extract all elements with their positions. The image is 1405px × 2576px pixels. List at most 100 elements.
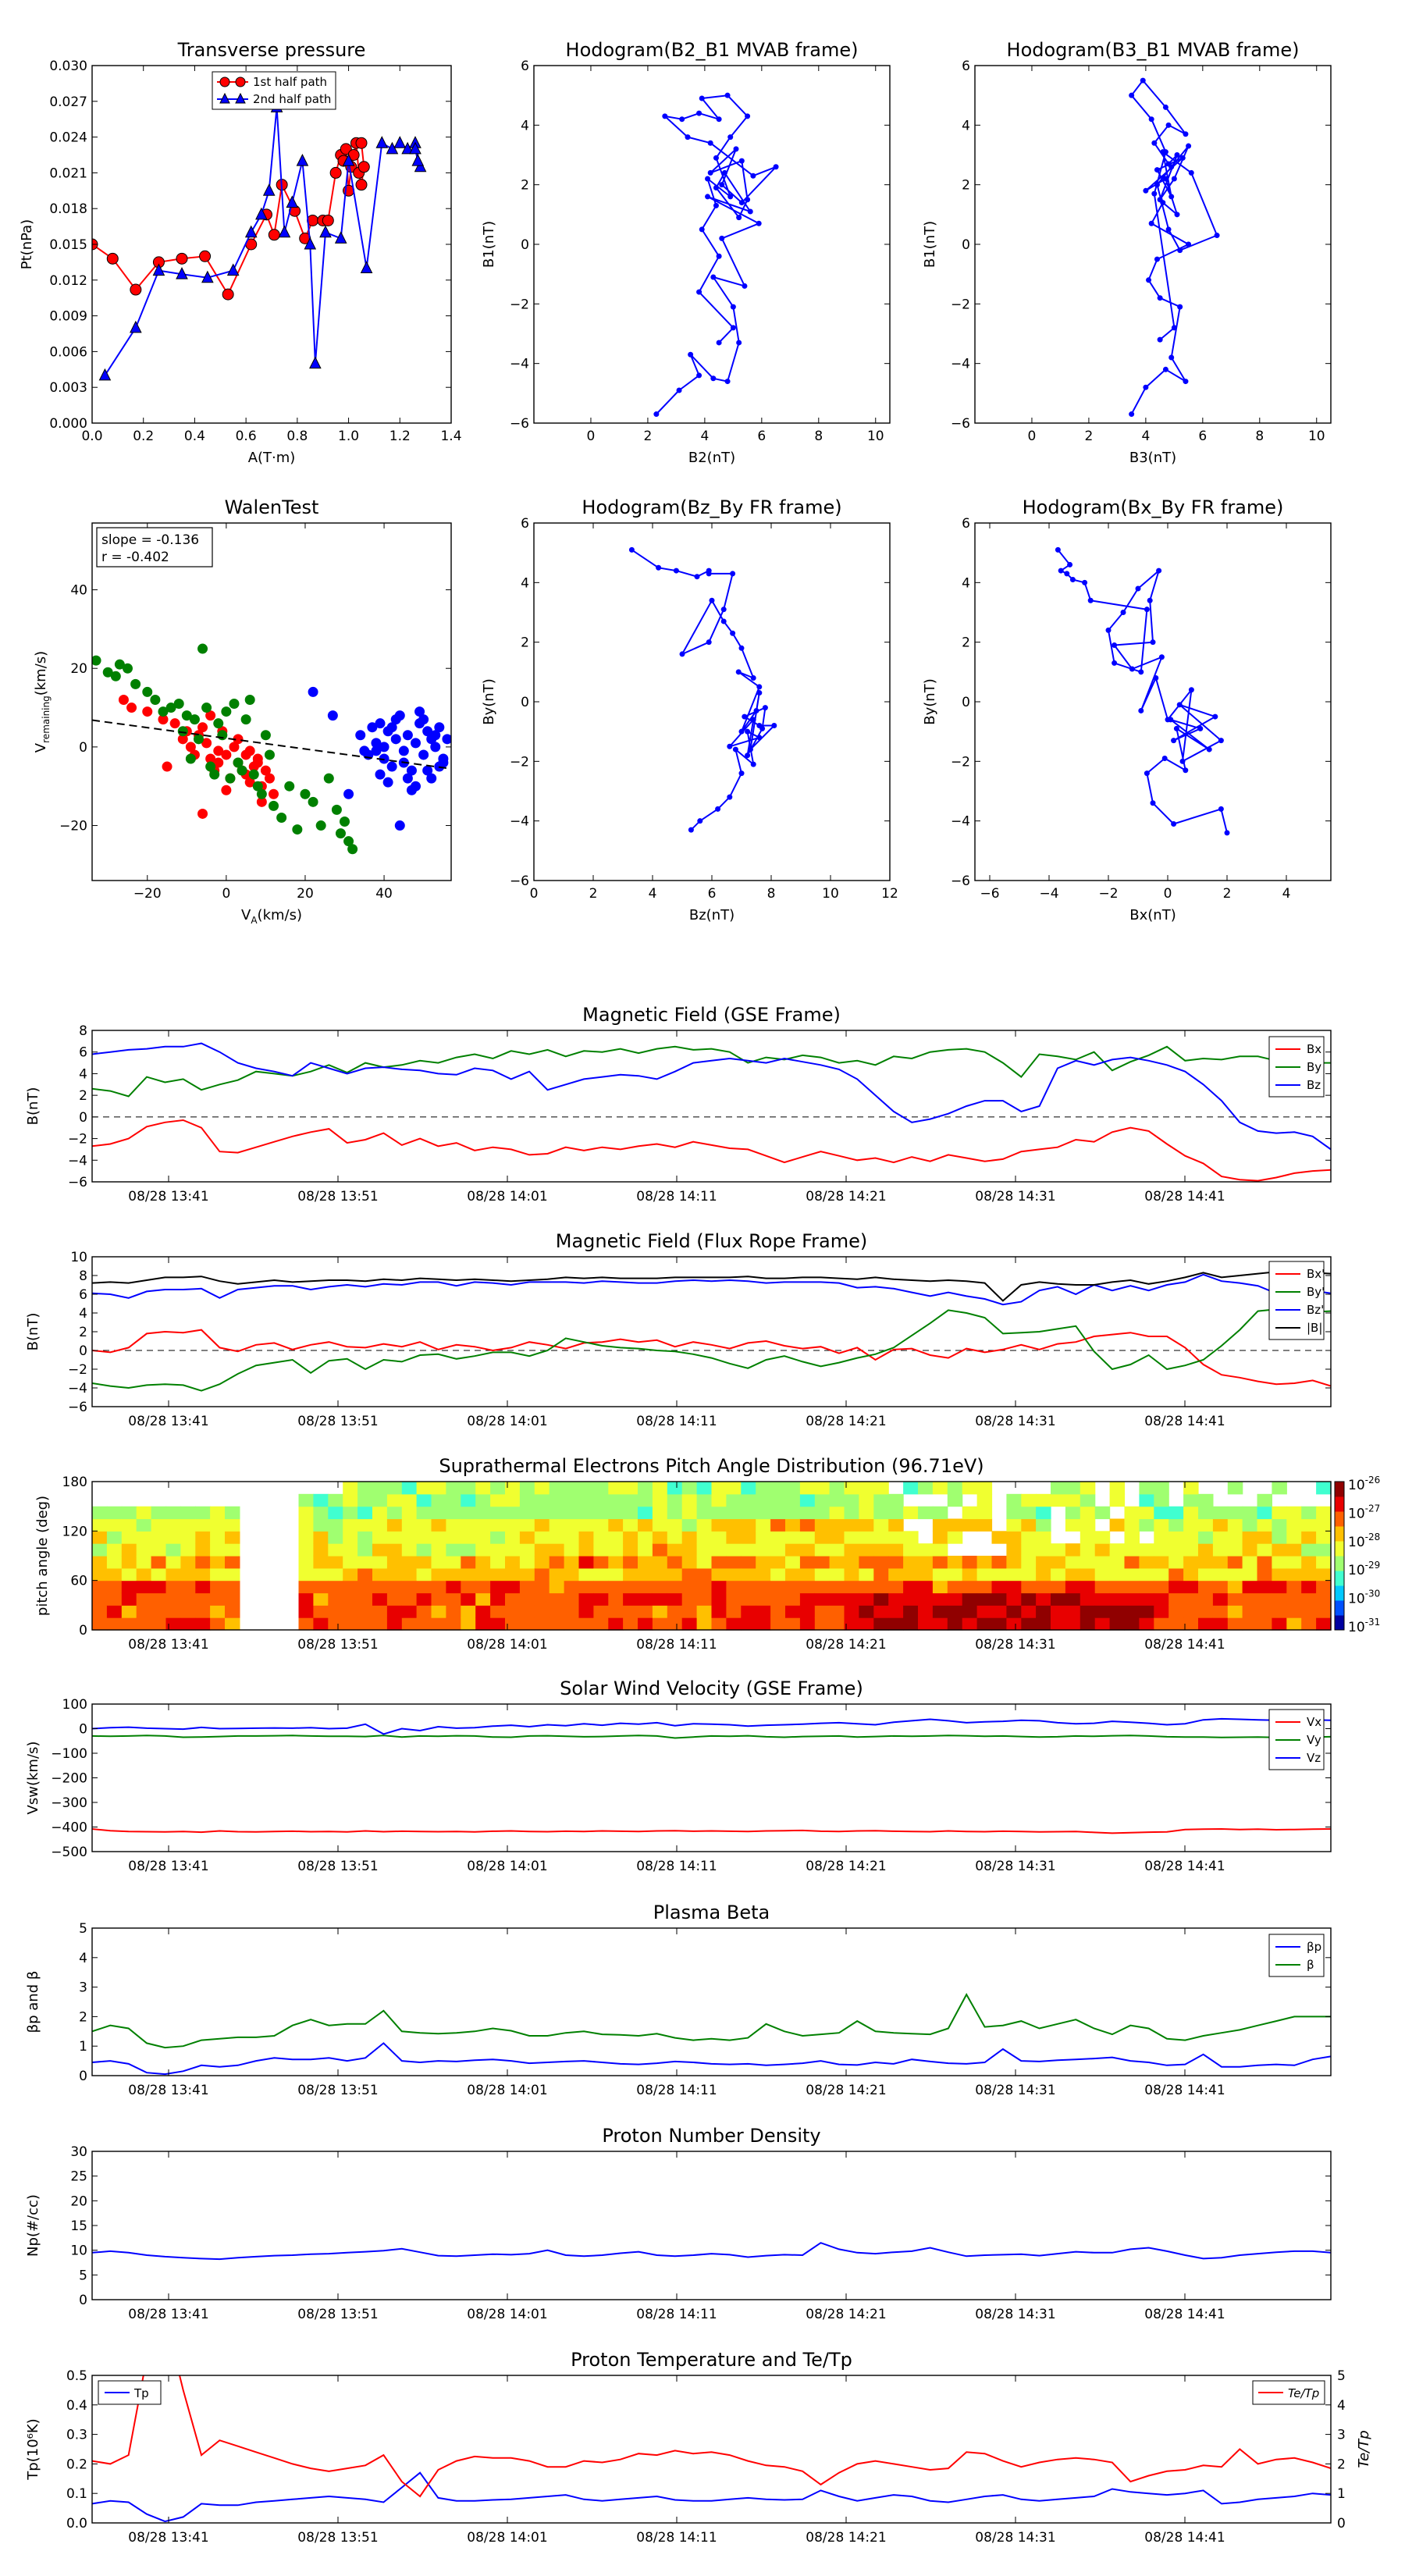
pad-cell (829, 1592, 845, 1606)
pad-cell (136, 1605, 152, 1618)
scatter-point-green (197, 643, 208, 654)
hodo_b3_b1-xlabel: B3(nT) (1129, 450, 1176, 466)
pad-cell (519, 1518, 535, 1532)
hodo_bz_by-ylabel: By(nT) (481, 678, 497, 724)
data-point (309, 356, 322, 369)
mag_fr-time-label: 08/28 14:41 (1144, 1414, 1225, 1429)
pad-cell (623, 1543, 638, 1557)
pad-cell (1124, 1531, 1140, 1544)
pad-cell (1242, 1617, 1258, 1631)
vsw-time-label: 08/28 14:01 (467, 1859, 547, 1874)
mag_fr-time-label: 08/28 14:11 (636, 1414, 717, 1429)
mag_gse-ytick-label: −2 (68, 1132, 87, 1147)
pad-cell (431, 1531, 446, 1544)
pad-cell (343, 1617, 358, 1631)
beta-time-label: 08/28 14:01 (467, 2083, 547, 2098)
hodo_b2_b1-xtick-label: 6 (757, 429, 766, 444)
pad-time-label: 08/28 13:41 (128, 1637, 208, 1653)
pad-cell (756, 1556, 771, 1569)
beta-time-label: 08/28 14:41 (1144, 2083, 1225, 2098)
tp-plot-area (92, 2375, 1331, 2523)
pad-cell (446, 1556, 461, 1569)
pad-cell (151, 1518, 167, 1532)
pad-cell (475, 1556, 491, 1569)
vsw-ytick-label: −200 (51, 1771, 87, 1787)
pad-cell (859, 1567, 874, 1582)
beta-time-label: 08/28 13:41 (128, 2083, 208, 2098)
pad-cell (461, 1567, 476, 1582)
tp-panel: Proton Temperature and Te/Tp 0.0 0.1 0.2 0.3… (25, 2349, 1372, 2546)
np-panel: Proton Number Density 0 5 10 15 20 25 30 08/28 1… (25, 2125, 1332, 2322)
pad-cell (446, 1605, 461, 1618)
tp-time-label: 08/28 14:21 (806, 2530, 886, 2546)
scatter-point-green (269, 800, 279, 811)
hodo_bx_by-ytick-label: 6 (962, 516, 970, 532)
pad-cell (696, 1482, 713, 1495)
hodogram-point (1171, 820, 1177, 827)
scatter-point-red (197, 722, 208, 733)
pad-cell (416, 1506, 432, 1520)
pad-cell (947, 1531, 963, 1544)
pad-cell (549, 1518, 565, 1532)
pad-cell (829, 1482, 845, 1495)
pad-cell (1286, 1617, 1302, 1631)
colorbar-exponent: -28 (1365, 1532, 1381, 1542)
hodogram-point (1112, 660, 1118, 666)
pad-cell (1242, 1531, 1258, 1544)
pad-cell (549, 1556, 565, 1569)
scatter-point-blue (394, 820, 405, 831)
scatter-point-blue (375, 718, 386, 729)
pad-cell (667, 1580, 683, 1594)
pad-cell (976, 1518, 993, 1532)
pad-cell (873, 1567, 889, 1582)
pad-cell (696, 1531, 713, 1544)
pad-cell (829, 1605, 845, 1618)
pad-cell (623, 1567, 638, 1582)
pad-cell (756, 1543, 771, 1557)
pad-cell (1212, 1617, 1229, 1631)
pad-cell (461, 1556, 476, 1569)
pad-cell (328, 1518, 343, 1532)
pad-cell (756, 1518, 771, 1532)
hodogram-point (1129, 411, 1135, 418)
data-point (106, 252, 119, 265)
pad-cell (652, 1543, 668, 1557)
scatter-point-blue (426, 734, 437, 745)
pad-ylabel: pitch angle (deg) (34, 1496, 51, 1616)
scatter-point-blue (386, 722, 397, 733)
pad-cell (1286, 1592, 1302, 1606)
transverse_pressure-frame (91, 65, 452, 424)
pad-cell (372, 1605, 388, 1618)
scatter-point-green (240, 714, 251, 725)
pad-cell (1242, 1567, 1258, 1582)
scatter-point-green (340, 817, 350, 827)
pad-cell (1154, 1580, 1169, 1594)
scatter-point-blue (398, 745, 409, 756)
pad-cell (681, 1506, 698, 1520)
pad-cell (475, 1592, 491, 1606)
hodogram-point (1151, 190, 1158, 197)
pad-cell (416, 1567, 432, 1582)
data-point (152, 263, 165, 276)
pad-cell (962, 1518, 978, 1532)
pad-cell (711, 1482, 727, 1495)
hodogram-point (756, 220, 762, 226)
hodogram-point (713, 184, 719, 190)
pad-cell (947, 1567, 963, 1582)
pad-time-label: 08/28 14:31 (975, 1637, 1055, 1653)
pad-cell (962, 1506, 978, 1520)
pad-cell (328, 1567, 343, 1582)
pad-cell (446, 1617, 461, 1631)
scatter-point-blue (382, 777, 393, 788)
scatter-point-green (248, 769, 259, 780)
legend-label: Te/Tp (1288, 2386, 1319, 2400)
pad-cell (505, 1592, 521, 1606)
scatter-point-green (221, 706, 232, 717)
pad-cell (1242, 1506, 1258, 1520)
pad-cell (416, 1518, 432, 1532)
pad-cell (106, 1580, 123, 1594)
pad-cell (165, 1617, 181, 1631)
scatter-point-blue (411, 781, 422, 792)
pad-cell (1094, 1543, 1111, 1557)
data-point (375, 136, 389, 148)
